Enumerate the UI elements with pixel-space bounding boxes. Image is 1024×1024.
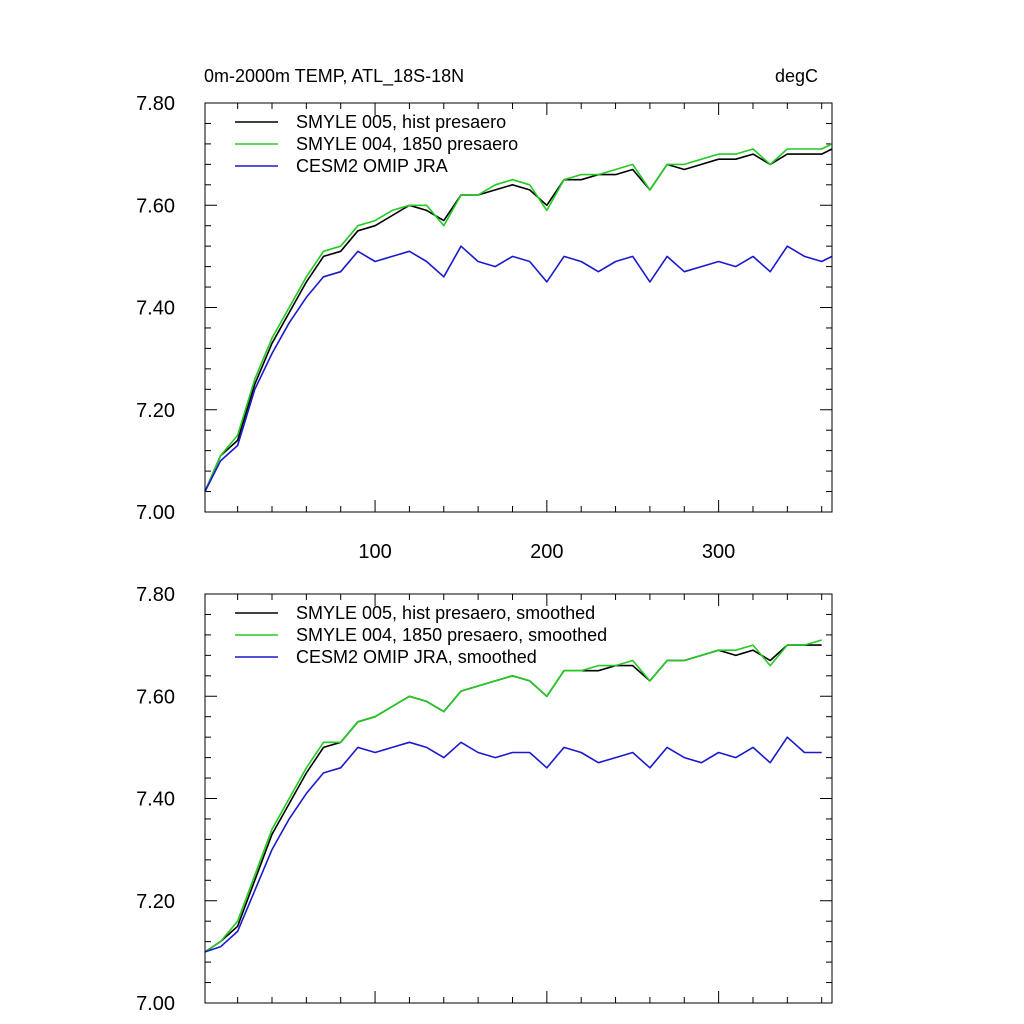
x-tick-label: 100 [358,541,391,563]
axis-ticks [205,102,832,513]
chart-title: 0m-2000m TEMP, ATL_18S-18N [204,66,464,87]
x-axis-labels: 100 200 300 [358,541,735,563]
y-axis-labels: 7.00 7.20 7.40 7.60 7.80 [136,584,175,1015]
series-line-1 [204,639,822,953]
legend: SMYLE 005, hist presaero, smoothedSMYLE … [235,603,607,667]
legend-label: CESM2 OMIP JRA [296,156,448,176]
plot-frame [204,102,833,513]
y-tick-label: 7.20 [136,891,175,913]
x-tick-label: 200 [530,541,563,563]
y-tick-label: 7.00 [136,502,175,524]
y-tick-label: 7.40 [136,789,175,811]
panel-top: 0m-2000m TEMP, ATL_18S-18N degC 7.00 7.20… [136,66,833,563]
y-tick-label: 7.80 [136,584,175,606]
x-tick-label: 300 [702,541,735,563]
series-line-2 [204,245,833,492]
y-tick-label: 7.60 [136,686,175,708]
series-line-1 [204,143,833,492]
y-tick-label: 7.00 [136,993,175,1015]
chart-units: degC [775,66,818,86]
y-tick-label: 7.40 [136,298,175,320]
plot-frame [204,593,833,1004]
panel-bottom: 7.00 7.20 7.40 7.60 7.80 SMYLE 005, hist pre… [136,584,833,1015]
legend-label: SMYLE 005, hist presaero, smoothed [296,603,595,623]
legend-label: SMYLE 004, 1850 presaero, smoothed [296,625,607,645]
y-tick-label: 7.20 [136,400,175,422]
series-lines [204,639,822,953]
series-line-2 [204,736,822,953]
y-axis-labels: 7.00 7.20 7.40 7.60 7.80 [136,93,175,524]
series-line-0 [204,644,822,953]
y-tick-label: 7.80 [136,93,175,115]
legend-label: SMYLE 004, 1850 presaero [296,134,518,154]
legend-label: SMYLE 005, hist presaero [296,112,506,132]
series-line-0 [204,148,833,492]
series-lines [204,143,833,492]
y-tick-label: 7.60 [136,195,175,217]
legend-label: CESM2 OMIP JRA, smoothed [296,647,537,667]
